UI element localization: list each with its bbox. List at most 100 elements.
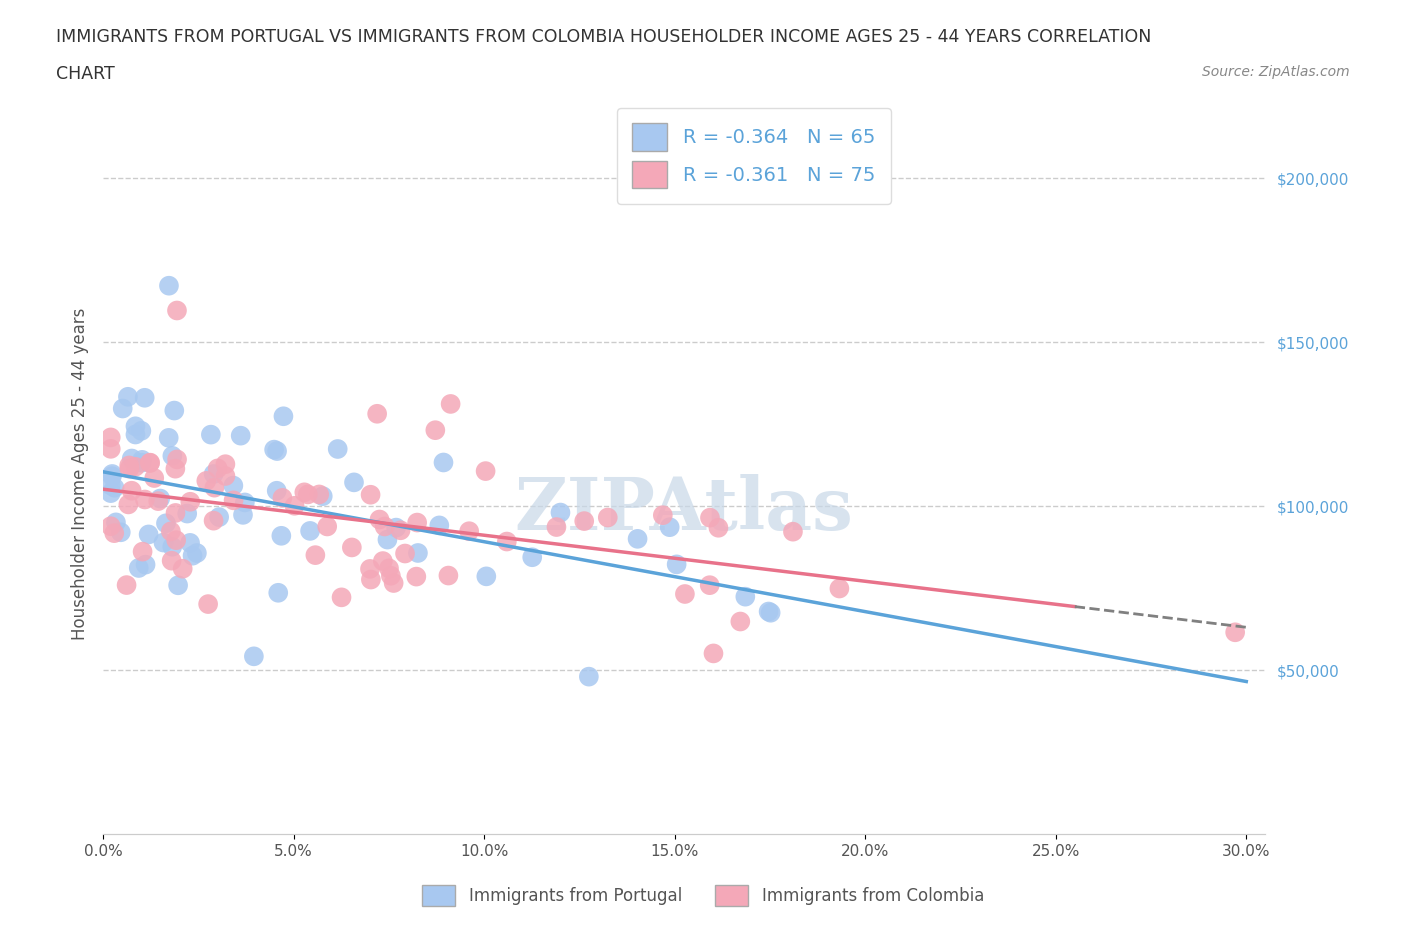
Point <box>377 532 399 547</box>
Point <box>263 442 285 457</box>
Point <box>651 508 673 523</box>
Point <box>626 531 648 546</box>
Point <box>385 520 408 535</box>
Point <box>699 578 721 592</box>
Point <box>131 544 153 559</box>
Point <box>550 505 572 520</box>
Point <box>707 520 730 535</box>
Point <box>121 451 143 466</box>
Point <box>596 510 619 525</box>
Point <box>828 581 851 596</box>
Point <box>266 444 288 458</box>
Point <box>179 536 201 551</box>
Point <box>197 597 219 612</box>
Point <box>270 528 292 543</box>
Text: ZIPAtlas: ZIPAtlas <box>515 474 853 545</box>
Point <box>380 568 402 583</box>
Point <box>495 534 517 549</box>
Point <box>427 518 450 533</box>
Text: CHART: CHART <box>56 65 115 83</box>
Point <box>155 516 177 531</box>
Point <box>371 553 394 568</box>
Point <box>474 464 496 479</box>
Point <box>222 493 245 508</box>
Point <box>131 423 153 438</box>
Point <box>166 303 188 318</box>
Point <box>157 278 180 293</box>
Point <box>673 587 696 602</box>
Point <box>100 442 122 457</box>
Point <box>104 515 127 530</box>
Point <box>405 569 427 584</box>
Point <box>148 494 170 509</box>
Point <box>131 455 153 470</box>
Point <box>166 452 188 467</box>
Point <box>172 562 194 577</box>
Point <box>165 533 187 548</box>
Point <box>304 548 326 563</box>
Text: Source: ZipAtlas.com: Source: ZipAtlas.com <box>1202 65 1350 79</box>
Point <box>121 484 143 498</box>
Point <box>138 527 160 542</box>
Point <box>100 430 122 445</box>
Point <box>101 467 124 482</box>
Point <box>232 508 254 523</box>
Point <box>382 576 405 591</box>
Point <box>202 513 225 528</box>
Point <box>115 578 138 592</box>
Point <box>359 562 381 577</box>
Point <box>360 487 382 502</box>
Point <box>100 485 122 500</box>
Point <box>181 549 204 564</box>
Point <box>163 403 186 418</box>
Point <box>202 467 225 482</box>
Point <box>360 572 382 587</box>
Point <box>165 506 187 521</box>
Point <box>139 456 162 471</box>
Point <box>162 539 184 554</box>
Point <box>759 605 782 620</box>
Point <box>758 604 780 619</box>
Point <box>152 535 174 550</box>
Point <box>522 550 544 565</box>
Point <box>101 469 124 484</box>
Point <box>475 569 498 584</box>
Point <box>292 485 315 499</box>
Point <box>578 670 600 684</box>
Point <box>702 646 724 661</box>
Point <box>208 510 231 525</box>
Legend: Immigrants from Portugal, Immigrants from Colombia: Immigrants from Portugal, Immigrants fro… <box>415 879 991 912</box>
Point <box>135 557 157 572</box>
Point <box>389 523 412 538</box>
Point <box>782 525 804 539</box>
Point <box>308 487 330 502</box>
Point <box>117 497 139 512</box>
Point <box>134 391 156 405</box>
Point <box>200 427 222 442</box>
Point <box>699 511 721 525</box>
Y-axis label: Householder Income Ages 25 - 44 years: Householder Income Ages 25 - 44 years <box>72 307 89 640</box>
Point <box>124 418 146 433</box>
Point <box>143 471 166 485</box>
Point <box>312 489 335 504</box>
Point <box>118 461 141 476</box>
Point <box>179 495 201 510</box>
Point <box>214 457 236 472</box>
Point <box>124 459 146 474</box>
Point <box>374 519 396 534</box>
Point <box>406 515 429 530</box>
Point <box>340 540 363 555</box>
Point <box>425 423 447 438</box>
Point <box>131 452 153 467</box>
Point <box>118 458 141 472</box>
Point <box>378 561 401 576</box>
Point <box>546 520 568 535</box>
Point <box>366 406 388 421</box>
Point <box>266 484 288 498</box>
Point <box>214 469 236 484</box>
Point <box>229 428 252 443</box>
Point <box>316 519 339 534</box>
Point <box>437 568 460 583</box>
Point <box>157 431 180 445</box>
Point <box>368 512 391 527</box>
